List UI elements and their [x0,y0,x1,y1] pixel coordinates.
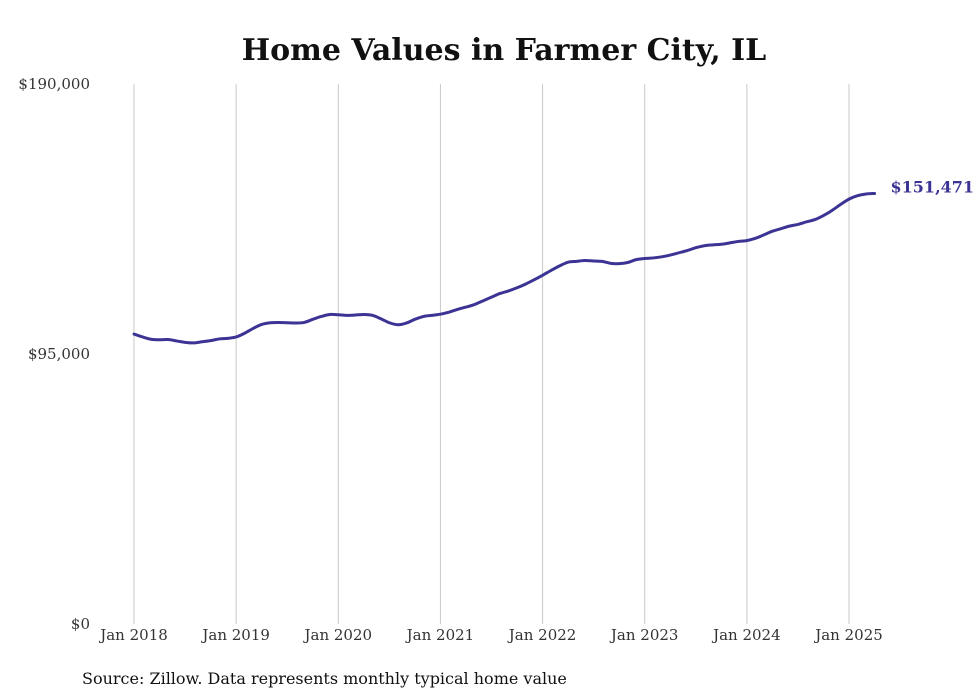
gridlines [133,84,850,624]
x-axis-ticks: Jan 2018 Jan 2019 Jan 2020 Jan 2021 Jan 2022… [98,626,883,644]
x-tick-label: Jan 2018 [98,626,168,644]
x-tick-label: Jan 2022 [507,626,577,644]
x-tick-label: Jan 2023 [609,626,679,644]
x-tick-label: Jan 2019 [200,626,270,644]
y-tick-label: $190,000 [18,75,90,93]
end-value-label: $151,471 [891,178,975,197]
x-tick-label: Jan 2024 [711,626,781,644]
x-tick-label: Jan 2020 [303,626,373,644]
series-layer: $151,471 [132,178,975,345]
chart-title: Home Values in Farmer City, IL [242,33,767,68]
y-tick-label: $0 [71,615,90,633]
series-line [132,192,877,345]
source-note: Source: Zillow. Data represents monthly … [82,669,567,688]
y-tick-label: $95,000 [28,345,90,363]
y-axis-ticks: $190,000 $95,000 $0 [18,75,90,633]
x-tick-label: Jan 2025 [813,626,883,644]
x-tick-label: Jan 2021 [405,626,475,644]
